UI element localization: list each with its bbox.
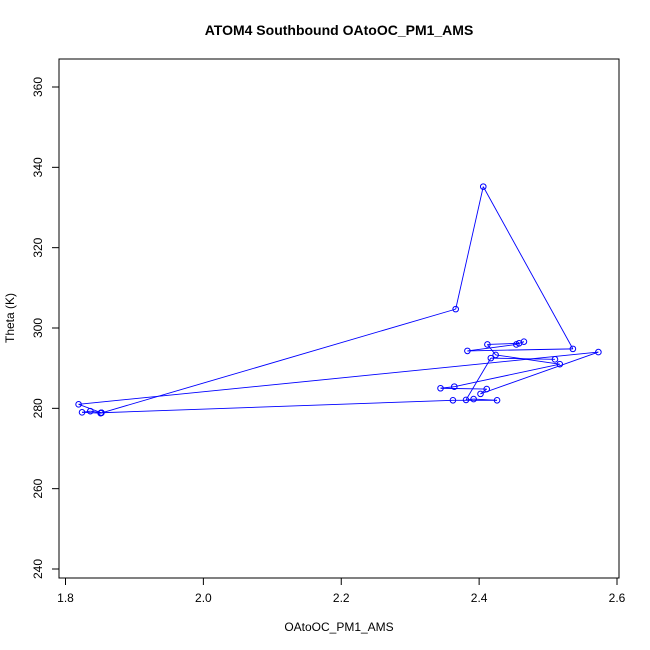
data-point bbox=[479, 183, 487, 190]
series-line-segment bbox=[480, 351, 599, 395]
series-line-segment bbox=[465, 357, 492, 401]
chart-title: ATOM4 Southbound OAtoOC_PM1_AMS bbox=[205, 22, 474, 38]
x-tick-label: 2.0 bbox=[195, 591, 212, 605]
y-tick-label: 360 bbox=[31, 77, 45, 97]
x-tick-label: 2.6 bbox=[609, 591, 626, 605]
series-line-segment bbox=[101, 399, 453, 414]
y-tick-label: 240 bbox=[31, 559, 45, 579]
series-line-segment bbox=[440, 387, 487, 390]
series-line-segment bbox=[467, 344, 517, 352]
series-line-segment bbox=[455, 186, 484, 310]
series-line-segment bbox=[490, 357, 555, 360]
data-point bbox=[595, 348, 602, 356]
data-point bbox=[78, 409, 86, 416]
plot-frame bbox=[58, 58, 620, 579]
series-line-segment bbox=[78, 351, 599, 405]
x-tick-label: 2.4 bbox=[471, 591, 488, 605]
data-point bbox=[492, 351, 499, 359]
x-axis: 1.8 2.0 2.2 2.4 2.6 bbox=[57, 577, 626, 605]
data-point bbox=[452, 305, 459, 313]
data-point bbox=[556, 360, 564, 368]
data-point bbox=[483, 385, 491, 393]
data-point bbox=[464, 347, 471, 355]
y-axis: 240 260 280 300 320 340 360 bbox=[31, 77, 60, 579]
x-axis-label: OAtoOC_PM1_AMS bbox=[284, 620, 393, 634]
data-point bbox=[451, 383, 458, 390]
y-tick-label: 340 bbox=[31, 157, 45, 177]
y-tick-label: 320 bbox=[31, 237, 45, 257]
x-tick-label: 1.8 bbox=[57, 591, 74, 605]
series-line-segment bbox=[467, 348, 573, 352]
series-line-segment bbox=[454, 363, 560, 388]
data-point bbox=[551, 356, 559, 363]
data-point bbox=[470, 395, 477, 403]
data-point bbox=[462, 396, 470, 404]
series-line-segment bbox=[473, 398, 498, 401]
y-tick-label: 300 bbox=[31, 318, 45, 338]
data-point bbox=[484, 341, 491, 348]
data-point bbox=[569, 345, 577, 353]
y-axis-label: Theta (K) bbox=[3, 293, 17, 343]
data-point bbox=[515, 339, 523, 347]
y-tick-label: 260 bbox=[31, 478, 45, 498]
x-tick-label: 2.2 bbox=[333, 591, 350, 605]
data-point bbox=[493, 397, 501, 404]
series-line-segment bbox=[482, 186, 574, 350]
data-point bbox=[98, 409, 105, 417]
data-point bbox=[437, 384, 444, 392]
data-point bbox=[477, 390, 484, 398]
series-line-segment bbox=[465, 398, 474, 401]
series-layer bbox=[75, 183, 602, 417]
data-point bbox=[87, 407, 94, 415]
data-point bbox=[449, 397, 457, 404]
y-tick-label: 280 bbox=[31, 398, 45, 418]
series-line-segment bbox=[100, 308, 456, 414]
data-point bbox=[487, 354, 495, 362]
series-line-segment bbox=[487, 344, 497, 356]
data-point bbox=[75, 401, 82, 408]
